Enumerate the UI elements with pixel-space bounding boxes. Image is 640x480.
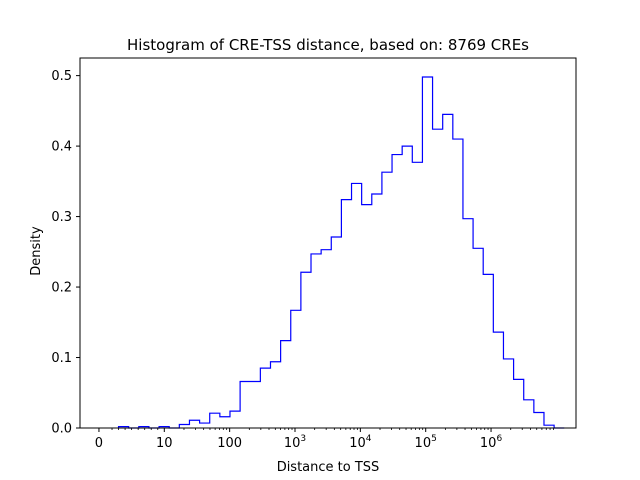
y-axis-label: Density [29, 226, 44, 276]
plot-area [117, 76, 565, 429]
x-tick-label: 0 [95, 436, 103, 451]
axes: 0.0 0.1 0.2 0.3 0.4 0.5 0 10 100 103 104 105 106 [51, 57, 577, 451]
x-tick-label: 10 [156, 436, 173, 451]
chart-title: Histogram of CRE-TSS distance, based on:… [127, 36, 529, 54]
x-axis-label: Distance to TSS [277, 460, 380, 475]
y-tick-label: 0.0 [51, 422, 72, 437]
x-tick-label: 103 [284, 434, 306, 451]
x-tick-label: 105 [415, 434, 437, 451]
histogram-outline [117, 76, 565, 429]
y-tick-label: 0.5 [51, 69, 72, 84]
x-tick-label: 100 [217, 436, 242, 451]
y-tick-label: 0.1 [51, 351, 72, 366]
y-tick-label: 0.4 [51, 140, 72, 155]
axes-frame [79, 57, 577, 429]
x-tick-label: 104 [349, 434, 372, 451]
y-tick-label: 0.2 [51, 281, 72, 296]
x-tick-label: 106 [480, 434, 503, 451]
y-tick-label: 0.3 [51, 210, 72, 225]
